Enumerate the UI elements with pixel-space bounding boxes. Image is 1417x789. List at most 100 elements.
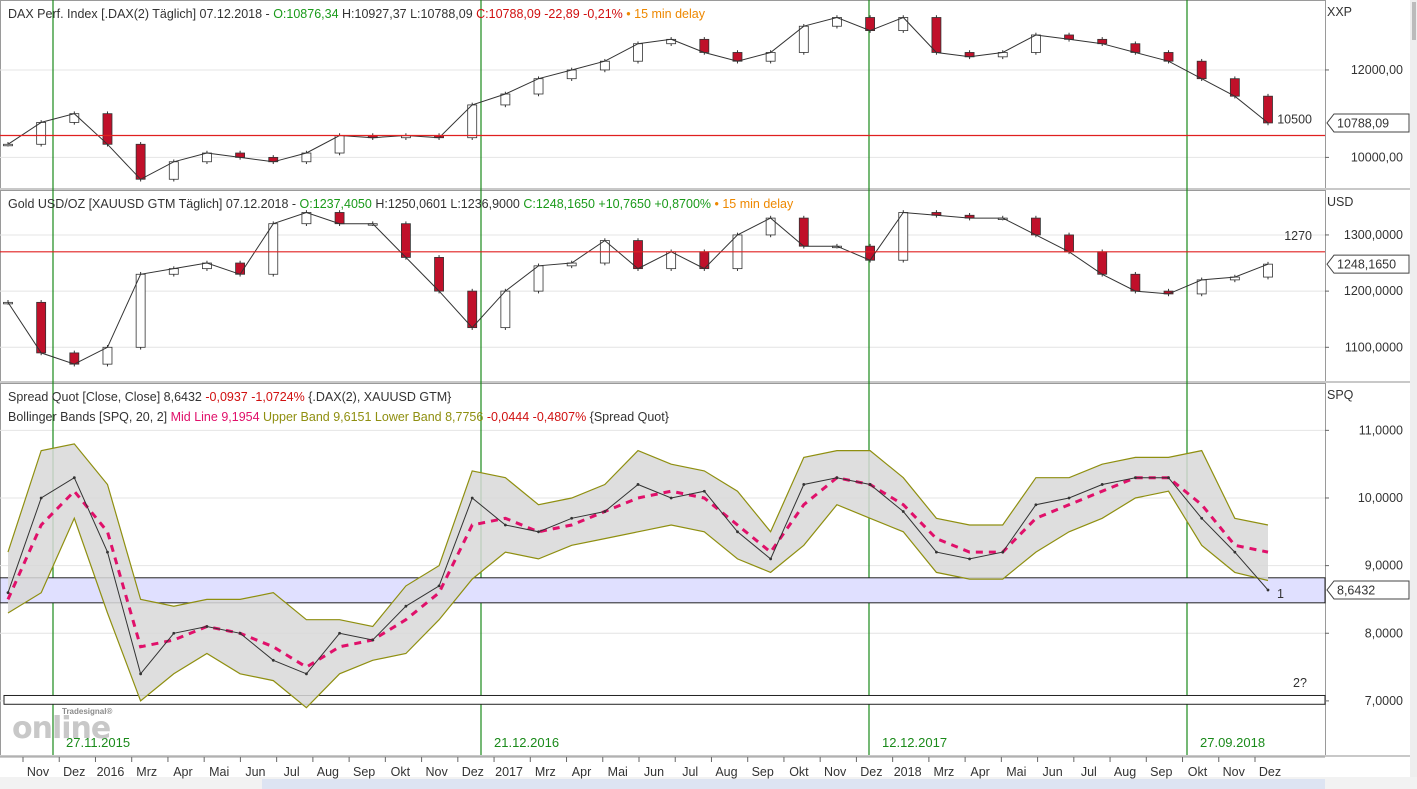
time-axis-label: 2017 bbox=[495, 765, 523, 779]
bollinger-upper-band bbox=[7, 443, 1269, 628]
date-marker-label-3: 27.09.2018 bbox=[1200, 735, 1265, 750]
gold-tick-label: 1200,0000 bbox=[1344, 284, 1403, 298]
gold-header-part-1: O:1237,4050 bbox=[299, 197, 376, 211]
gold-header: Gold USD/OZ [XAUUSD GTM Täglich] 07.12.2… bbox=[8, 197, 793, 211]
time-axis-label: Okt bbox=[789, 765, 809, 779]
time-axis-label: Jul bbox=[284, 765, 300, 779]
spread-last-value-tag-box bbox=[1326, 580, 1410, 600]
gold-tick-label: 1300,0000 bbox=[1344, 228, 1403, 242]
spread-point bbox=[1001, 550, 1005, 554]
gold-candle-body bbox=[301, 212, 312, 225]
spread-point bbox=[1133, 476, 1137, 480]
time-axis-label: Mai bbox=[1006, 765, 1026, 779]
gold-candle-body bbox=[1196, 279, 1207, 295]
time-axis-label: Sep bbox=[752, 765, 774, 779]
spread-last-value-tag-text: 8,6432 bbox=[1337, 583, 1375, 597]
date-marker-label-1: 21.12.2016 bbox=[494, 735, 559, 750]
gold-unit-label: USD bbox=[1327, 195, 1353, 209]
spread-tick-label: 11,0000 bbox=[1359, 423, 1403, 437]
spread-point bbox=[371, 638, 375, 642]
tradesignal-logo: online Tradesignal® bbox=[8, 707, 123, 747]
time-axis-label: Dez bbox=[1259, 765, 1281, 779]
support-zone-1 bbox=[0, 577, 1326, 604]
spread-point bbox=[736, 530, 739, 534]
spread-point bbox=[6, 591, 10, 595]
spread-point bbox=[636, 483, 640, 486]
dax-candle-body bbox=[931, 17, 942, 53]
spread-point bbox=[238, 631, 242, 635]
dax-level-label: 10500 bbox=[1277, 113, 1312, 127]
spread-point bbox=[1233, 550, 1237, 554]
bollinger-lower-band bbox=[7, 490, 1269, 709]
spread-point bbox=[901, 510, 905, 513]
spread-point bbox=[603, 510, 607, 513]
dax-candle-body bbox=[168, 161, 179, 180]
spread-point bbox=[835, 476, 839, 480]
dax-tick-label: 12000,00 bbox=[1351, 63, 1403, 77]
bollinger-header-part-0: Bollinger Bands [SPQ, 20, 2] bbox=[8, 410, 171, 424]
spread-point bbox=[139, 672, 143, 676]
spread-point bbox=[1067, 496, 1071, 500]
spread-point bbox=[205, 625, 209, 628]
gold-header-part-0: Gold USD/OZ [XAUUSD GTM Täglich] 07.12.2… bbox=[8, 197, 300, 211]
time-axis-label: Okt bbox=[1188, 765, 1208, 779]
annotation-1: 1 bbox=[1277, 587, 1284, 601]
gold-candle-body bbox=[1030, 217, 1041, 236]
gold-candle-body bbox=[102, 346, 113, 365]
spread-header-part-1: 8,6432 bbox=[163, 390, 206, 404]
spread-point bbox=[503, 523, 507, 527]
gold-candle-body bbox=[36, 301, 47, 354]
dax-candle-body bbox=[135, 143, 146, 180]
time-axis-label: Dez bbox=[860, 765, 882, 779]
dax-header: DAX Perf. Index [.DAX(2) Täglich] 07.12.… bbox=[8, 7, 705, 21]
time-axis-label: Nov bbox=[824, 765, 847, 779]
date-marker-label-2: 12.12.2017 bbox=[882, 735, 947, 750]
dax-candle-body bbox=[1229, 78, 1240, 97]
dax-candle-body bbox=[500, 93, 511, 106]
gold-candle-body bbox=[865, 245, 876, 261]
gold-candle-body bbox=[1097, 251, 1108, 275]
time-axis-label: Dez bbox=[462, 765, 484, 779]
time-axis-label: Jul bbox=[1081, 765, 1097, 779]
spread-header-part-0: Spread Quot [Close, Close] bbox=[8, 390, 164, 404]
time-axis-label: Mai bbox=[608, 765, 628, 779]
gold-candle-body bbox=[1064, 234, 1074, 253]
annotation-2: 2? bbox=[1293, 676, 1307, 690]
dax-header-part-3: C:10788,09 -22,89 -0,21% bbox=[476, 7, 627, 21]
logo-main-text: online bbox=[12, 711, 111, 746]
gold-candle-body bbox=[633, 240, 643, 270]
dax-unit-label: XXP bbox=[1327, 5, 1352, 19]
gold-candle-body bbox=[434, 257, 444, 292]
time-axis-label: Sep bbox=[353, 765, 375, 779]
time-axis-label: Sep bbox=[1150, 765, 1172, 779]
bollinger-header-part-2: Upper Band 9,6151 bbox=[263, 410, 375, 424]
dax-candle-body bbox=[467, 104, 478, 139]
dax-header-part-4: • 15 min delay bbox=[626, 7, 705, 21]
gold-tick-label: 1100,0000 bbox=[1345, 340, 1403, 354]
spread-unit-label: SPQ bbox=[1327, 388, 1354, 402]
gold-candle-body bbox=[1263, 263, 1273, 278]
gold-candle-body bbox=[798, 217, 809, 247]
spread-point bbox=[968, 557, 971, 561]
time-axis-label: Mai bbox=[209, 765, 229, 779]
time-axis-label: Jul bbox=[682, 765, 698, 779]
dax-header-part-0: DAX Perf. Index [.DAX(2) Täglich] 07.12.… bbox=[8, 7, 274, 21]
gold-candle-body bbox=[699, 251, 710, 270]
time-axis-label: Dez bbox=[63, 765, 85, 779]
bollinger-header-part-4: -0,0444 -0,4807% bbox=[486, 410, 590, 424]
time-axis-label: Jun bbox=[644, 765, 664, 779]
dax-candle-body bbox=[334, 135, 345, 154]
gold-candle-body bbox=[334, 212, 345, 225]
spread-point bbox=[868, 483, 872, 486]
spread-point bbox=[271, 658, 275, 662]
spread-point bbox=[39, 496, 43, 500]
spread-tick-label: 9,0000 bbox=[1365, 559, 1403, 573]
gold-header-part-4: • 15 min delay bbox=[714, 197, 794, 211]
spread-point bbox=[702, 489, 706, 493]
gold-header-part-3: C:1248,1650 +10,7650 +0,8700% bbox=[523, 197, 715, 211]
time-axis-label: Aug bbox=[1114, 765, 1136, 779]
logo-small-text: Tradesignal® bbox=[62, 707, 113, 716]
spread-point bbox=[1167, 476, 1170, 480]
dax-candle-body bbox=[898, 17, 909, 32]
